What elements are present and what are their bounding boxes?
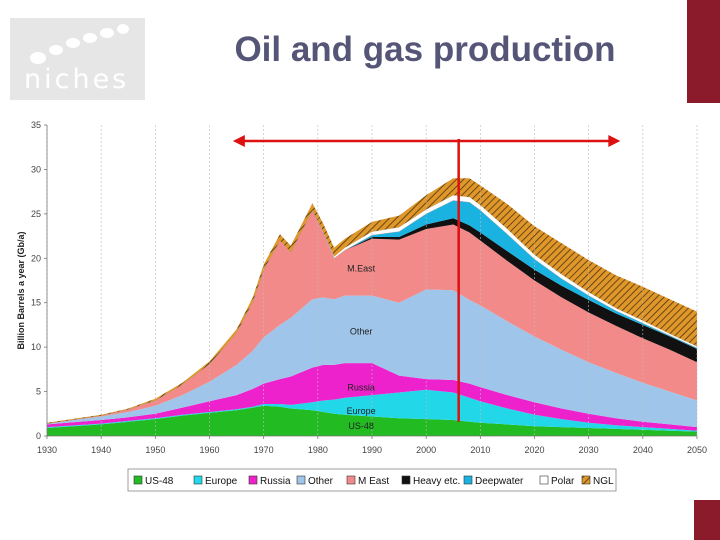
legend-label-m-east: M East	[358, 476, 389, 487]
logo-wordmark: niches	[24, 64, 130, 95]
y-axis-title: Billion Barrels a year (Gb/a)	[16, 231, 26, 349]
x-tick-label: 2050	[687, 445, 707, 455]
annotations: M.East Other Russia Europe US-48	[232, 134, 621, 431]
legend-label-heavy-etc-: Heavy etc.	[413, 476, 460, 487]
legend-label-russia: Russia	[260, 476, 291, 487]
accent-bar-bottom	[694, 500, 720, 540]
y-tick-label: 15	[31, 298, 41, 308]
area-label: US-48	[348, 421, 374, 431]
logo-dots	[30, 24, 129, 64]
legend-label-polar: Polar	[551, 476, 575, 487]
legend-swatch-polar	[539, 475, 549, 485]
production-chart: M.East Other Russia Europe US-48 0 5 10 15 20 25 3…	[16, 120, 707, 492]
x-tick-label: 1940	[91, 445, 111, 455]
legend-label-other: Other	[308, 476, 334, 487]
legend-label-europe: Europe	[205, 476, 238, 487]
accent-bar-top	[687, 0, 720, 103]
legend-box	[127, 468, 617, 492]
y-tick-label: 5	[36, 387, 41, 397]
legend-swatch-europe	[193, 475, 203, 485]
span-arrow-right-head	[608, 134, 621, 147]
legend-swatch-heavy-etc-	[401, 475, 411, 485]
niches-logo: niches	[10, 18, 145, 100]
span-arrow-left-head	[232, 134, 245, 147]
legend-label-deepwater: Deepwater	[475, 476, 524, 487]
x-tick-label: 1950	[145, 445, 165, 455]
legend-swatch-ngl	[581, 475, 591, 485]
y-tick-label: 10	[31, 342, 41, 352]
area-label: M.East	[347, 264, 376, 274]
y-tick-label: 25	[31, 209, 41, 219]
y-tick-label: 35	[31, 120, 41, 130]
legend-label-us-48: US-48	[145, 476, 174, 487]
x-tick-label: 1970	[254, 445, 274, 455]
y-tick-label: 0	[36, 431, 41, 441]
legend: US-48 Europe Russia Other M East Heavy etc. De…	[127, 468, 617, 492]
x-tick-label: 2040	[633, 445, 653, 455]
y-tick-label: 20	[31, 253, 41, 263]
x-tick-label: 1960	[199, 445, 219, 455]
x-tick-label: 2030	[579, 445, 599, 455]
area-label: Russia	[347, 383, 375, 393]
x-tick-label: 2010	[470, 445, 490, 455]
area-label: Other	[350, 327, 373, 337]
x-tick-label: 1930	[37, 445, 57, 455]
x-tick-label: 2020	[524, 445, 544, 455]
legend-label-ngl: NGL	[593, 476, 614, 487]
axes: 0 5 10 15 20 25 30 35 1930 1940 1950 1960 1970 1980 19…	[16, 120, 707, 455]
legend-swatch-m-east	[346, 475, 356, 485]
x-tick-label: 2000	[416, 445, 436, 455]
legend-swatch-other	[296, 475, 306, 485]
legend-swatch-russia	[248, 475, 258, 485]
x-tick-label: 1980	[308, 445, 328, 455]
legend-swatch-us-48	[133, 475, 143, 485]
x-tick-label: 1990	[362, 445, 382, 455]
y-tick-label: 30	[31, 164, 41, 174]
slide-title: Oil and gas production	[234, 30, 616, 69]
legend-swatch-deepwater	[463, 475, 473, 485]
area-label: Europe	[347, 406, 376, 416]
